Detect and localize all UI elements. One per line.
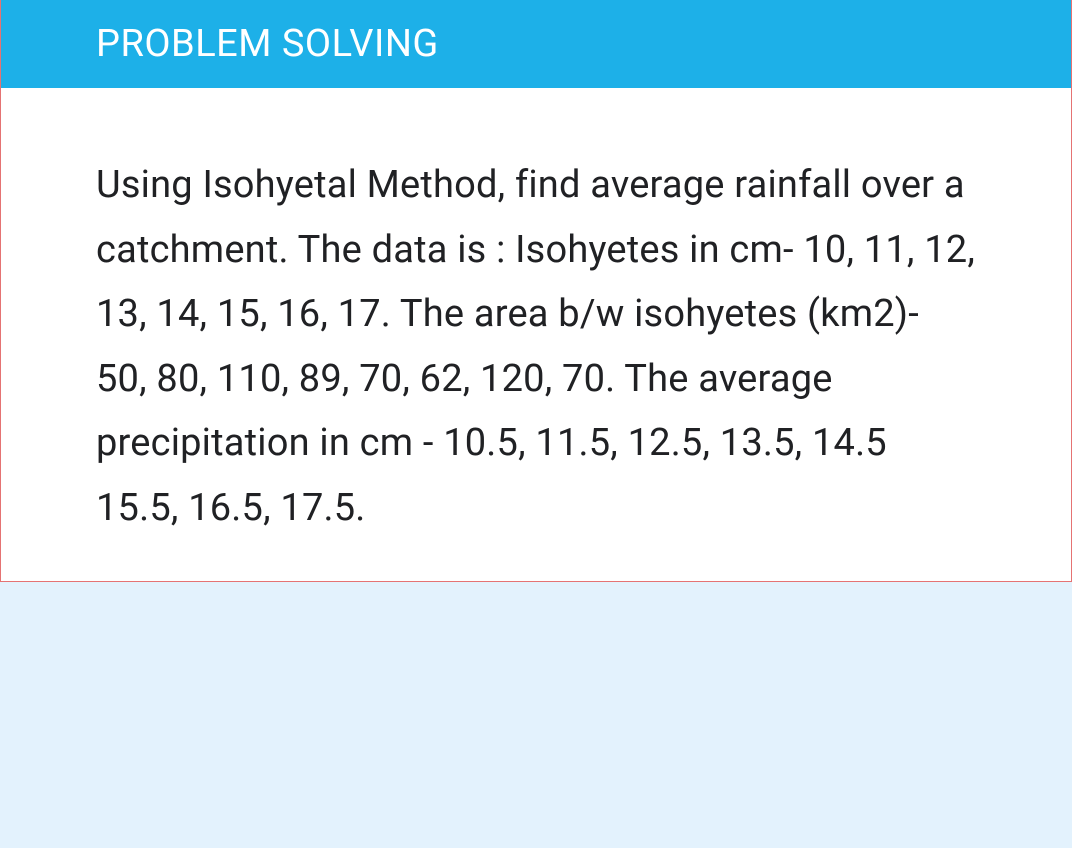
card-header-title: PROBLEM SOLVING [96,22,976,66]
card-header: PROBLEM SOLVING [1,0,1071,88]
card-body-text: Using Isohyetal Method, find average rai… [96,153,976,541]
problem-card: PROBLEM SOLVING Using Isohyetal Method, … [0,0,1072,582]
card-content: Using Isohyetal Method, find average rai… [1,88,1071,581]
